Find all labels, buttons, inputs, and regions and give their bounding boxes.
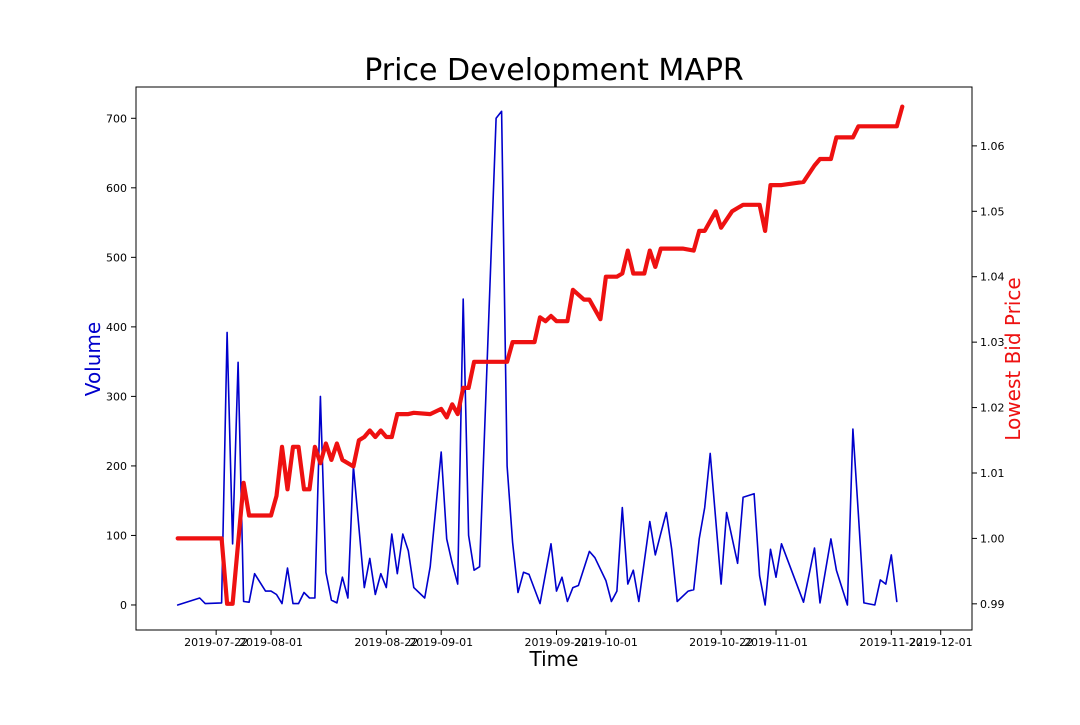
x-tick-label: 2019-08-01 (239, 636, 303, 649)
x-tick-label: 2019-09-22 (525, 636, 589, 649)
chart-title: Price Development MAPR (364, 53, 744, 88)
left-tick-label: 300 (106, 390, 127, 403)
series-layer (175, 104, 905, 606)
x-tick-label: 2019-11-22 (859, 636, 923, 649)
x-tick-label: 2019-10-01 (574, 636, 638, 649)
left-axis-label: Volume (81, 322, 105, 396)
left-tick-label: 0 (120, 599, 127, 612)
right-tick-label: 1.06 (980, 140, 1005, 153)
x-tick-label: 2019-11-01 (744, 636, 808, 649)
x-tick-label: 2019-07-22 (184, 636, 248, 649)
left-tick-label: 700 (106, 112, 127, 125)
right-tick-label: 0.99 (980, 598, 1005, 611)
right-axis-ticks: 0.99 1.00 1.01 1.02 1.03 1.04 1.05 1.06 (972, 140, 1005, 611)
left-tick-label: 400 (106, 321, 127, 334)
left-axis-ticks: 0 100 200 300 400 500 600 700 (106, 112, 136, 612)
right-tick-label: 1.00 (980, 532, 1005, 545)
right-tick-label: 1.01 (980, 467, 1005, 480)
x-tick-label: 2019-10-22 (689, 636, 753, 649)
right-tick-label: 1.03 (980, 336, 1005, 349)
left-tick-label: 500 (106, 251, 127, 264)
x-tick-label: 2019-12-01 (909, 636, 973, 649)
x-tick-label: 2019-09-01 (409, 636, 473, 649)
right-tick-label: 1.02 (980, 402, 1005, 415)
right-tick-label: 1.04 (980, 271, 1005, 284)
right-axis-label: Lowest Bid Price (1001, 277, 1025, 440)
x-tick-label: 2019-08-22 (354, 636, 418, 649)
volume-series-line (176, 110, 898, 606)
right-tick-label: 1.05 (980, 205, 1005, 218)
plot-frame (135, 86, 973, 631)
price-series-line (175, 104, 905, 606)
left-tick-label: 100 (106, 529, 127, 542)
x-axis-label: Time (529, 647, 579, 671)
left-tick-label: 600 (106, 182, 127, 195)
left-tick-label: 200 (106, 460, 127, 473)
